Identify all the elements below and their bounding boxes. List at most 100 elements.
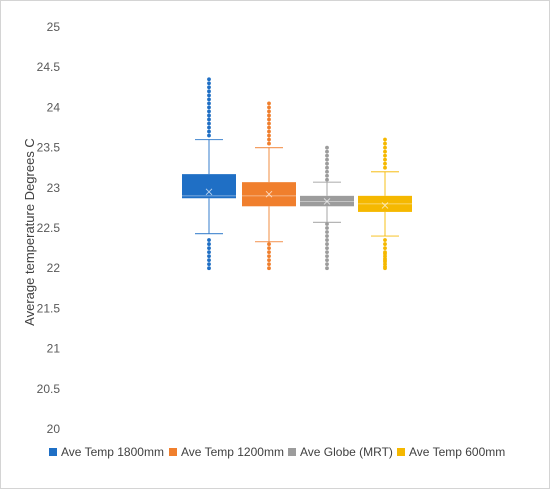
box-iqr xyxy=(182,174,236,199)
outlier-point xyxy=(325,250,329,255)
outlier-point xyxy=(267,105,271,110)
outlier-point xyxy=(207,246,211,251)
legend-label: Ave Temp 1800mm xyxy=(61,445,164,459)
outlier-point xyxy=(325,234,329,238)
outlier-point xyxy=(207,81,211,86)
outlier-point xyxy=(267,258,271,263)
outlier-point xyxy=(325,222,329,226)
outlier-point xyxy=(207,113,211,118)
mean-marker xyxy=(323,198,331,205)
outlier-point xyxy=(267,101,271,106)
outlier-point xyxy=(267,129,271,134)
legend-swatch xyxy=(169,448,177,456)
legend-label: Ave Globe (MRT) xyxy=(300,445,393,459)
outlier-point xyxy=(383,242,387,246)
legend-swatch xyxy=(49,448,57,456)
outlier-point xyxy=(207,97,211,102)
y-tick-label: 22 xyxy=(47,261,61,275)
outlier-point xyxy=(325,149,329,154)
outlier-point xyxy=(207,258,211,263)
outlier-point xyxy=(383,153,387,158)
outlier-point xyxy=(207,109,211,114)
y-tick-label: 23.5 xyxy=(37,141,61,155)
outlier-point xyxy=(383,141,387,146)
outlier-point xyxy=(325,238,329,242)
legend-item: Ave Globe (MRT) xyxy=(288,445,393,459)
y-axis-title: Average temperature Degrees C xyxy=(22,138,37,326)
legend-swatch xyxy=(288,448,296,456)
outlier-point xyxy=(267,137,271,142)
outlier-point xyxy=(325,153,329,158)
outlier-point xyxy=(383,145,387,150)
box-series-3 xyxy=(300,145,354,271)
outlier-point xyxy=(325,169,329,174)
outlier-point xyxy=(383,246,387,251)
outlier-point xyxy=(325,242,329,246)
y-tick-label: 24.5 xyxy=(37,60,61,74)
y-tick-label: 24 xyxy=(47,100,61,114)
outlier-point xyxy=(267,125,271,130)
outlier-point xyxy=(207,129,211,134)
outlier-point xyxy=(267,109,271,114)
outlier-point xyxy=(325,230,329,234)
outlier-point xyxy=(325,177,329,182)
outlier-point xyxy=(207,133,211,138)
outlier-point xyxy=(267,254,271,259)
outlier-point xyxy=(325,262,329,267)
outlier-point xyxy=(325,258,329,263)
outlier-point xyxy=(267,141,271,146)
outlier-point xyxy=(207,93,211,98)
outlier-point xyxy=(207,266,211,271)
legend-item: Ave Temp 600mm xyxy=(397,445,505,459)
outlier-point xyxy=(207,121,211,126)
outlier-point xyxy=(383,165,387,170)
box-series-2 xyxy=(242,101,296,271)
outlier-point xyxy=(325,226,329,230)
outlier-point xyxy=(325,254,329,259)
outlier-point xyxy=(207,254,211,259)
y-tick-label: 21 xyxy=(47,342,61,356)
outlier-point xyxy=(207,125,211,130)
mean-marker xyxy=(381,202,389,209)
outlier-point xyxy=(267,133,271,138)
outlier-point xyxy=(267,246,271,251)
box-series-1 xyxy=(182,77,236,271)
outlier-point xyxy=(383,137,387,142)
legend-item: Ave Temp 1200mm xyxy=(169,445,284,459)
legend-label: Ave Temp 1200mm xyxy=(181,445,284,459)
outlier-point xyxy=(383,161,387,166)
outlier-point xyxy=(383,157,387,162)
outlier-point xyxy=(325,157,329,162)
y-tick-label: 20 xyxy=(47,422,61,436)
outlier-point xyxy=(267,262,271,267)
mean-marker xyxy=(265,190,273,198)
outlier-point xyxy=(207,250,211,255)
outlier-point xyxy=(325,145,329,150)
outlier-point xyxy=(207,262,211,267)
box-series-4 xyxy=(358,137,412,271)
outlier-point xyxy=(267,121,271,126)
legend-item: Ave Temp 1800mm xyxy=(49,445,164,459)
legend-label: Ave Temp 600mm xyxy=(409,445,505,459)
outlier-point xyxy=(267,117,271,122)
outlier-point xyxy=(267,242,271,246)
outlier-point xyxy=(207,89,211,94)
outlier-point xyxy=(325,161,329,166)
outlier-point xyxy=(325,266,329,271)
outlier-point xyxy=(207,105,211,110)
outlier-point xyxy=(207,77,211,82)
mean-marker xyxy=(205,188,213,196)
outlier-point xyxy=(267,266,271,271)
y-tick-label: 22.5 xyxy=(37,221,61,235)
y-tick-label: 21.5 xyxy=(37,301,61,315)
outlier-point xyxy=(325,246,329,251)
outlier-point xyxy=(207,242,211,246)
outlier-point xyxy=(383,149,387,154)
outlier-point xyxy=(325,165,329,170)
legend: Ave Temp 1800mm Ave Temp 1200mm Ave Globe … xyxy=(49,445,505,459)
outlier-point xyxy=(207,117,211,122)
y-tick-label: 25 xyxy=(47,20,61,34)
outlier-point xyxy=(267,113,271,118)
